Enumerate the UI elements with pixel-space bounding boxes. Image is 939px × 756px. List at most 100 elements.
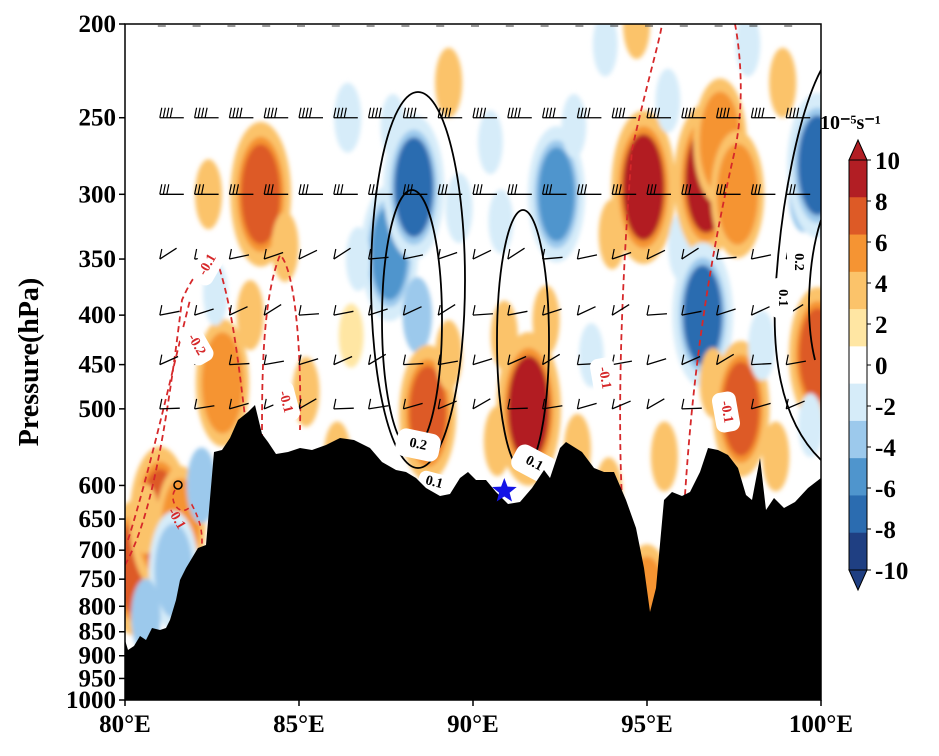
wind-barb (228, 107, 254, 119)
wind-barb (298, 248, 318, 260)
shading-cell (488, 189, 514, 254)
wind-barb (333, 247, 351, 260)
wind-barb (750, 248, 772, 260)
colorbar-segment (849, 383, 867, 422)
wind-barb (507, 305, 528, 316)
colorbar-extend-top (848, 138, 868, 161)
wind-barb (194, 305, 214, 316)
colorbar-segment (849, 420, 867, 459)
wind-barb (472, 107, 497, 119)
wind-barb (298, 305, 319, 316)
colorbar-tick-label: -8 (875, 517, 896, 544)
y-tick-label: 200 (79, 11, 117, 38)
shading-cell (241, 144, 281, 245)
contour-positive-0.1-ellipse-large (370, 91, 466, 469)
shading-cell (435, 47, 463, 118)
wind-barb (228, 248, 250, 260)
wind-barb (681, 184, 706, 195)
wind-barb (750, 107, 776, 119)
wind-barb (681, 107, 706, 119)
shading-cell (799, 308, 821, 403)
wind-barb (646, 107, 671, 119)
wind-barb (542, 248, 563, 260)
colorbar-extend-bottom (848, 569, 868, 592)
shading-cell (655, 68, 681, 133)
wind-barb (333, 305, 354, 316)
contour-label-text: 0.2 (791, 253, 806, 271)
wind-barb (368, 305, 388, 316)
wind-barb (646, 248, 666, 260)
contour-label: -0.1 (589, 357, 619, 399)
shading-cell (762, 421, 790, 492)
colorbar-segment (849, 234, 867, 273)
contour-negative-0.1-east-b (684, 24, 742, 496)
wind-barb (542, 305, 562, 316)
shading-cell (445, 173, 473, 244)
contour-label: 0.1 (771, 278, 793, 318)
wind-barb (437, 303, 456, 316)
contour-label: -0.1 (270, 381, 300, 423)
wind-barb (472, 305, 493, 316)
wind-barb (576, 305, 596, 316)
wind-barb (542, 398, 563, 410)
colorbar-segment (849, 346, 867, 385)
wind-barb (228, 398, 249, 410)
contour-label-text: 0.2 (408, 436, 428, 454)
wind-barb (681, 398, 702, 410)
wind-barb (298, 398, 317, 410)
wind-barb (785, 107, 811, 119)
wind-barb (263, 107, 289, 119)
wind-barb (159, 354, 179, 366)
wind-barb (507, 354, 527, 366)
wind-barb (542, 353, 561, 366)
wind-barb (681, 354, 701, 366)
wind-barb (402, 248, 424, 260)
wind-barb (263, 184, 289, 195)
y-tick-label: 650 (79, 506, 117, 533)
contour-label-text: 0.1 (775, 289, 790, 307)
wind-barb (576, 184, 602, 195)
wind-barb (750, 305, 770, 316)
shading-cell (798, 393, 821, 458)
wind-barb (716, 353, 735, 366)
shading-cell (236, 280, 264, 351)
x-tick-label: 85°E (273, 711, 325, 738)
wind-barb (298, 107, 323, 119)
shading-cell (622, 134, 665, 241)
contour-label: -0.1 (711, 391, 741, 433)
shading-cell (345, 227, 371, 292)
colorbar-tick-label: -4 (875, 435, 896, 462)
wind-barb (681, 247, 699, 260)
shading-cell (478, 110, 503, 175)
wind-barb (716, 305, 736, 316)
contour-positive-east-inner (808, 219, 821, 361)
shading-cell (592, 24, 618, 77)
colorbar-tick-label: 8 (875, 189, 888, 216)
wind-barb (785, 398, 805, 410)
wind-barb (785, 184, 811, 195)
y-tick-label: 900 (79, 643, 117, 670)
wind-barb (194, 184, 219, 195)
wind-barb (646, 305, 667, 316)
wind-barb (611, 184, 637, 195)
shading-cell (338, 303, 364, 368)
colorbar-segment (849, 309, 867, 347)
shading-cell (769, 47, 797, 118)
contour-label: -0.2 (178, 324, 214, 366)
wind-barb (159, 184, 184, 195)
shading-cell (650, 421, 679, 492)
shading-cell (507, 355, 550, 462)
wind-barb (611, 303, 630, 316)
wind-barb (159, 398, 180, 410)
wind-barb (333, 107, 358, 119)
colorbar-tick-label: 6 (875, 230, 888, 257)
y-tick-label: 950 (79, 665, 117, 692)
colorbar-units: 10⁻⁵s⁻¹ (820, 112, 881, 134)
wind-barb (228, 305, 248, 316)
wind-barb (228, 354, 250, 366)
y-tick-label: 350 (79, 246, 117, 273)
colorbar-tick-label: 0 (875, 353, 888, 380)
wind-barb (611, 398, 631, 410)
wind-barb (576, 248, 598, 260)
